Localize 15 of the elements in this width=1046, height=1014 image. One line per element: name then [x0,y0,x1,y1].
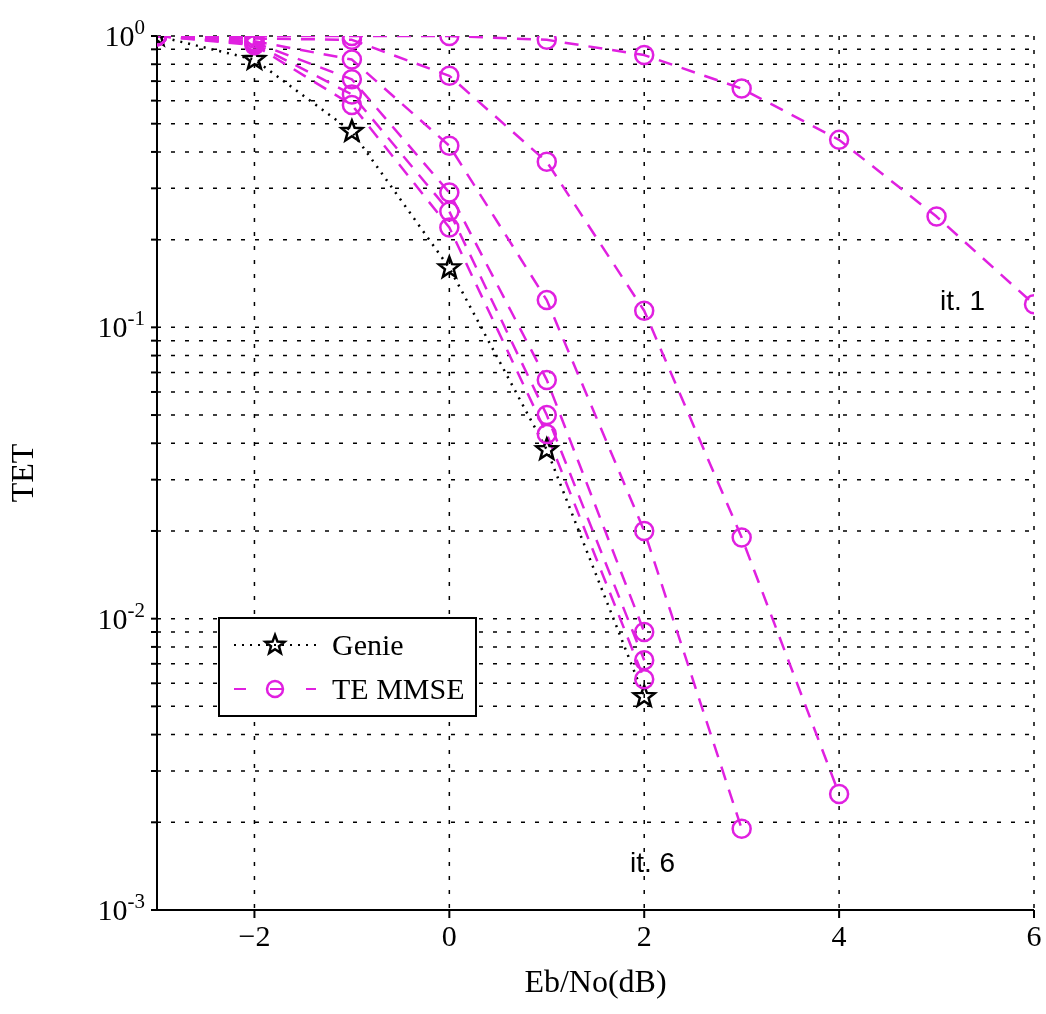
y-axis-title: TET [4,443,41,503]
y-tick-label: 10$^{0}$ [104,15,145,52]
x-tick-label: 2 [636,919,652,952]
x-tick-label: 4 [831,919,847,952]
x-tick-label: 0 [441,919,457,952]
y-tick-label: 10$^{-3}$ [97,889,145,926]
y-tick-label: 10$^{-2}$ [97,597,145,635]
x-tick-label: −2 [238,919,271,952]
annotation: it. 1 [940,285,986,316]
annotation: it. 6 [630,847,676,878]
y-tick-label: 10$^{-1}$ [97,306,145,344]
legend-label: TE MMSE [332,671,465,707]
x-tick-label: 6 [1026,919,1042,952]
x-axis-title: Eb/No(dB) [524,963,667,999]
legend-label: Genie [332,627,404,663]
